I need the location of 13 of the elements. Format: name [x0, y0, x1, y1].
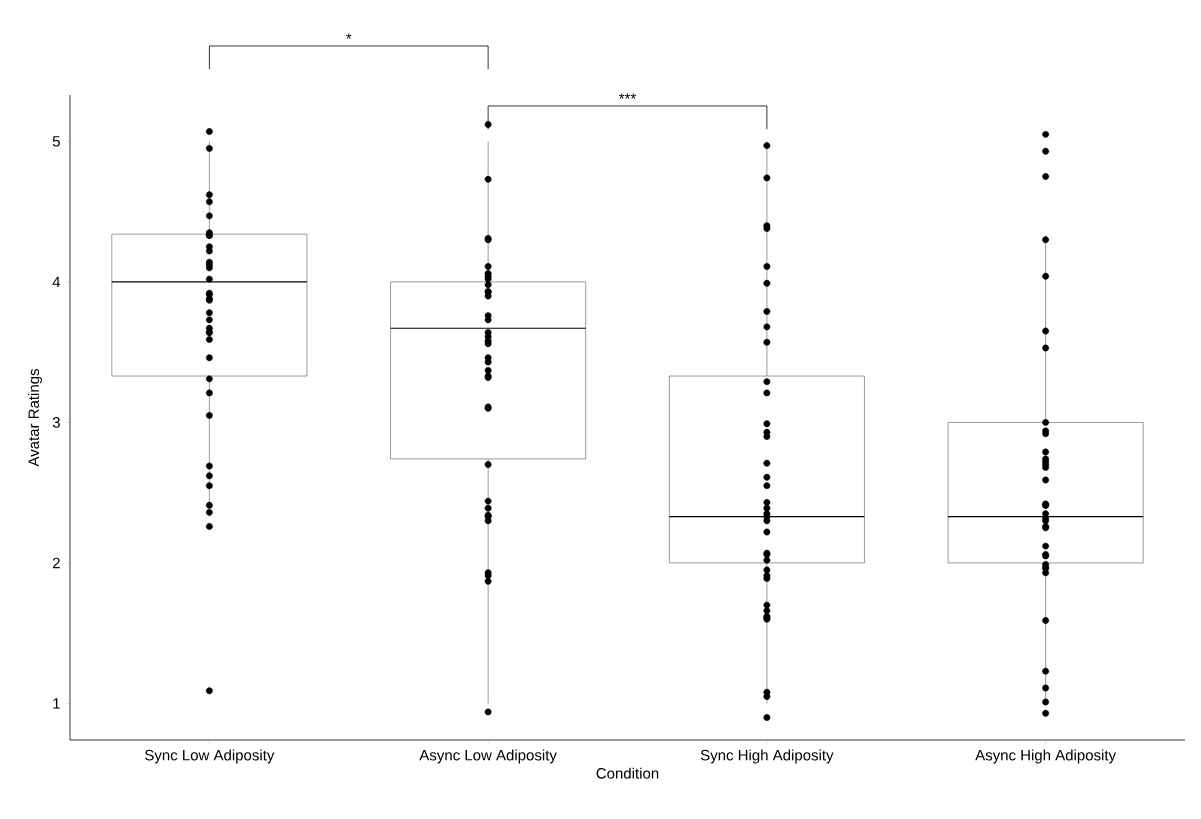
y-tick-label: 3 — [52, 417, 60, 428]
x-axis-title: Condition — [596, 767, 659, 779]
y-axis-title: Avatar Ratings — [28, 369, 42, 467]
y-tick-label: 5 — [52, 136, 60, 147]
y-tick-label: 2 — [52, 557, 60, 569]
x-tick-label: Sync Low Adiposity — [145, 749, 275, 764]
annotation: *** — [618, 93, 637, 99]
x-tick-label: Async Low Adiposity — [419, 749, 557, 764]
x-tick-label: Async High Adiposity — [975, 749, 1117, 764]
y-tick-label: 1 — [53, 698, 60, 709]
x-tick-label: Sync High Adiposity — [700, 749, 834, 764]
y-tick-label: 4 — [52, 276, 61, 288]
text: * — [346, 33, 352, 39]
